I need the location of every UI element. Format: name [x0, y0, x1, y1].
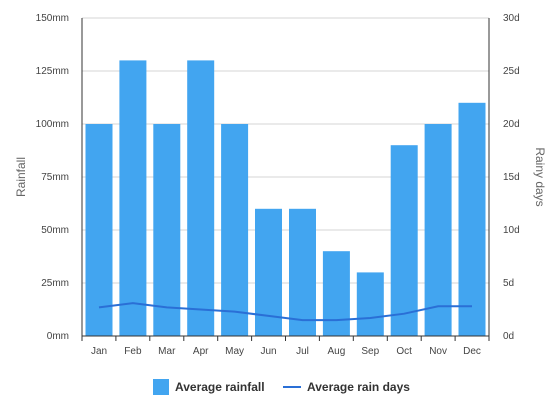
- y-tick-label-4: 100mm: [36, 119, 69, 130]
- y-tick-label-0: 0mm: [47, 331, 69, 342]
- x-tick-label-dec: Dec: [463, 346, 481, 357]
- y2-tick-label-1: 5d: [503, 278, 514, 289]
- grid-lines: [82, 17, 489, 284]
- rainfall-bars: [85, 60, 486, 337]
- y-axis-title: Rainfall: [14, 157, 28, 197]
- y2-tick-label-0: 0d: [503, 331, 514, 342]
- bar-sep[interactable]: [356, 272, 384, 336]
- x-tick-label-jul: Jul: [296, 346, 309, 357]
- y2-tick-label-5: 25d: [503, 66, 520, 77]
- y2-tick-label-3: 15d: [503, 172, 520, 183]
- rain-days-line: [98, 302, 472, 322]
- x-tick-label-sep: Sep: [361, 346, 379, 357]
- bar-apr[interactable]: [187, 60, 215, 337]
- y-tick-label-3: 75mm: [41, 172, 69, 183]
- legend-label-rainfall: Average rainfall: [175, 380, 265, 394]
- x-tick-label-nov: Nov: [429, 346, 447, 357]
- y-tick-label-6: 150mm: [36, 13, 69, 24]
- bar-jan[interactable]: [85, 124, 113, 336]
- legend-label-rain-days: Average rain days: [307, 380, 410, 394]
- y2-tick-label-2: 10d: [503, 225, 520, 236]
- x-tick-label-jan: Jan: [91, 346, 107, 357]
- x-tick-label-feb: Feb: [124, 346, 142, 357]
- y2-tick-label-6: 30d: [503, 13, 520, 24]
- y-tick-label-1: 25mm: [41, 278, 69, 289]
- legend: Average rainfall Average rain days: [153, 379, 410, 395]
- x-tick-label-jun: Jun: [260, 346, 276, 357]
- bar-mar[interactable]: [153, 124, 181, 336]
- y-tick-label-5: 125mm: [36, 66, 69, 77]
- y2-tick-label-4: 20d: [503, 119, 520, 130]
- bar-jul[interactable]: [289, 208, 316, 336]
- y2-axis-title: Rainy days: [533, 147, 547, 206]
- bar-nov[interactable]: [424, 124, 452, 336]
- bar-aug[interactable]: [322, 251, 350, 336]
- legend-swatch-bar-icon: [153, 379, 169, 395]
- right-tick-labels: 0d 5d 10d 15d 20d 25d 30d: [503, 13, 520, 342]
- x-tick-label-apr: Apr: [193, 346, 209, 357]
- bar-dec[interactable]: [458, 102, 486, 336]
- bar-feb[interactable]: [119, 60, 147, 337]
- x-tick-label-may: May: [225, 346, 244, 357]
- x-tick-label-aug: Aug: [328, 346, 346, 357]
- y-tick-label-2: 50mm: [41, 225, 69, 236]
- x-axis-ticks: Jan Feb Mar Apr May Jun Jul Aug Sep Oct Nov Dec: [81, 336, 490, 357]
- legend-item-rainfall[interactable]: Average rainfall: [153, 379, 265, 395]
- bar-oct[interactable]: [390, 145, 418, 336]
- x-tick-label-mar: Mar: [158, 346, 176, 357]
- x-tick-label-oct: Oct: [396, 346, 412, 357]
- legend-item-rain-days[interactable]: Average rain days: [283, 380, 410, 394]
- bar-may[interactable]: [221, 124, 249, 336]
- left-tick-labels: 0mm 25mm 50mm 75mm 100mm 125mm 150mm: [36, 13, 69, 342]
